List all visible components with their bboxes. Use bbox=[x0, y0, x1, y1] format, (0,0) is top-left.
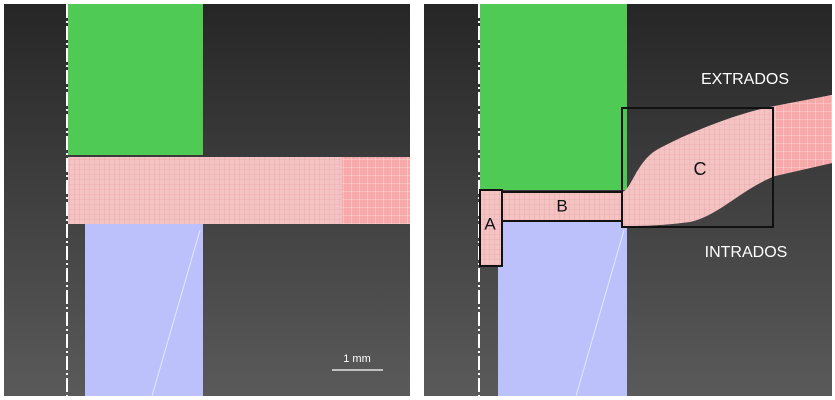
scale-bar-label: 1 mm bbox=[343, 353, 371, 365]
label-b: B bbox=[556, 196, 567, 215]
box-c bbox=[621, 107, 774, 228]
extrados-label: EXTRADOS bbox=[701, 71, 789, 88]
diagonal-line bbox=[575, 229, 625, 397]
intrados-label: INTRADOS bbox=[705, 244, 788, 261]
mesh-coarse bbox=[775, 95, 832, 176]
label-a: A bbox=[484, 214, 496, 233]
blue-part bbox=[498, 222, 627, 396]
blue-part bbox=[85, 224, 203, 396]
green-part bbox=[68, 4, 203, 155]
label-c: C bbox=[694, 159, 707, 179]
right-panel: EXTRADOS INTRADOS A B C bbox=[424, 4, 832, 397]
mesh-b bbox=[502, 192, 624, 221]
green-part bbox=[480, 4, 627, 190]
mesh-coarse bbox=[342, 157, 410, 224]
diagonal-line bbox=[151, 229, 201, 397]
mesh-a bbox=[480, 190, 502, 266]
mesh-strip bbox=[68, 157, 348, 224]
box-a bbox=[479, 189, 503, 267]
left-panel: 1 mm bbox=[4, 4, 410, 397]
